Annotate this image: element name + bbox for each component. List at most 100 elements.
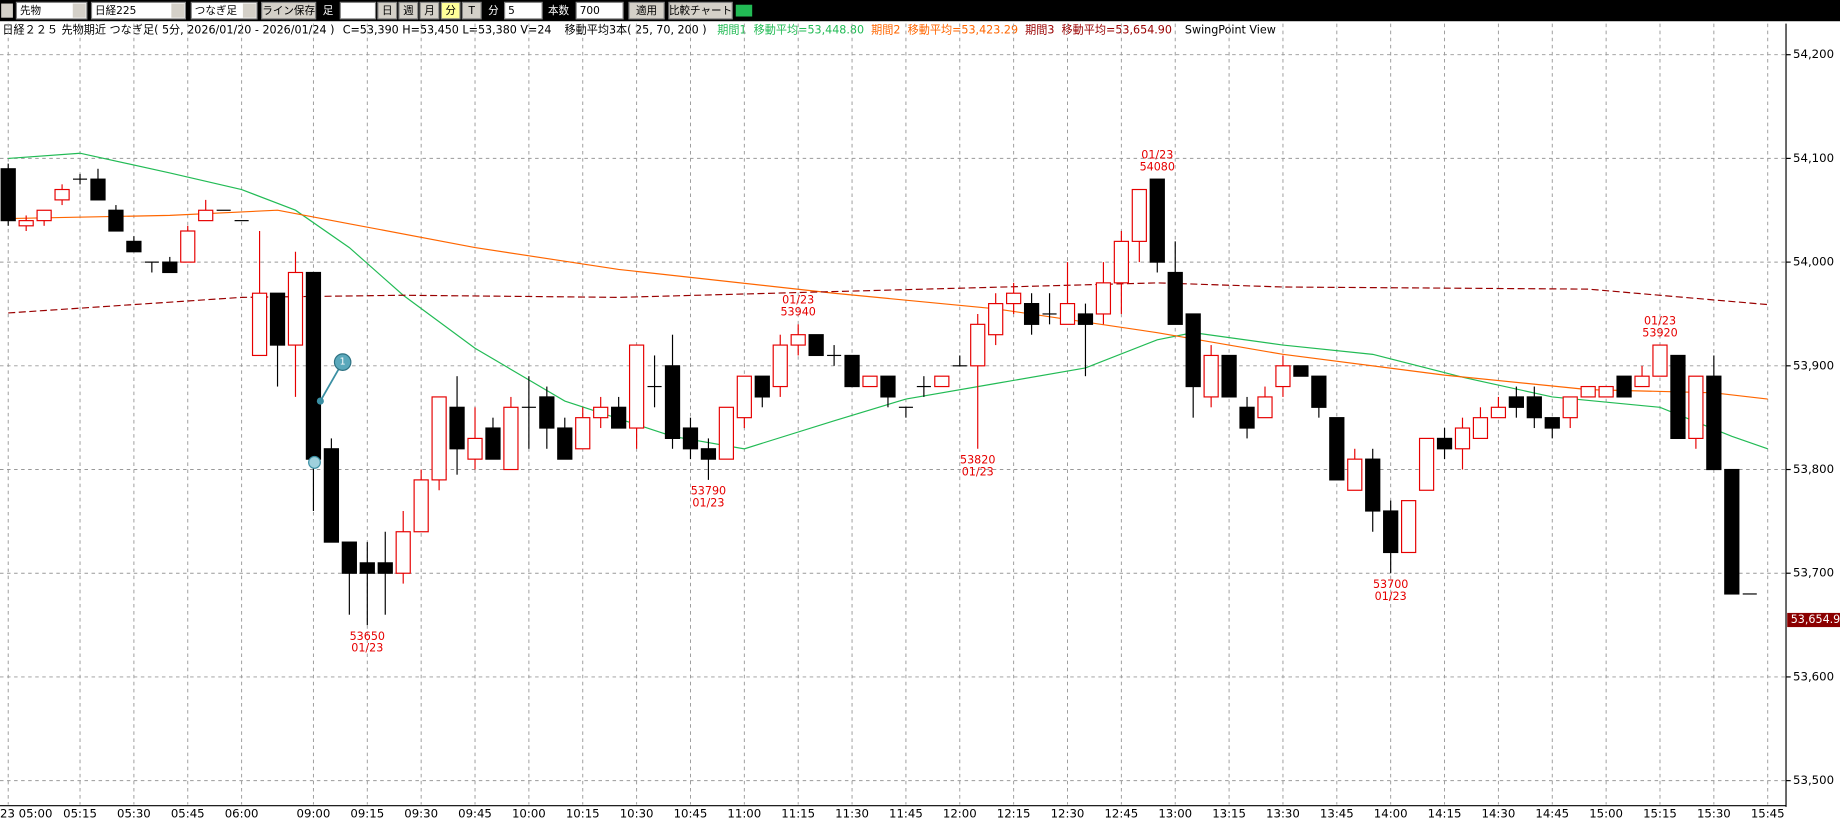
candle-body: [1329, 417, 1345, 481]
toolbar-control-text[interactable]: 日経225: [95, 4, 136, 17]
x-tick-label: 15:45: [1751, 806, 1785, 820]
candle-body: [395, 531, 411, 574]
x-tick-label: 15:30: [1697, 806, 1731, 820]
candle-body: [1418, 437, 1435, 491]
y-tick-label: 53,600: [1793, 669, 1834, 683]
candle-body: [1401, 500, 1417, 554]
candle-body: [1203, 354, 1219, 398]
moving-average-line: [8, 209, 1768, 400]
candle-body: [808, 334, 824, 357]
x-tick-label: 23 05:00: [0, 806, 52, 820]
swing-price: 53820: [960, 454, 995, 467]
legend-name: 期間1: [717, 24, 746, 37]
toolbar-control[interactable]: [419, 1, 440, 20]
candle-body: [287, 271, 304, 346]
toolbar-control-text[interactable]: 日: [382, 5, 393, 17]
toolbar-control-text[interactable]: ライン保存: [262, 4, 315, 17]
candle-body: [377, 562, 393, 574]
candle-body: [341, 541, 357, 574]
candle-body: [1131, 188, 1147, 242]
candle-body: [180, 230, 196, 263]
x-tick-label: 10:30: [620, 806, 654, 820]
candle-body: [1580, 385, 1596, 398]
x-tick-label: 12:15: [997, 806, 1031, 820]
toolbar-control-text[interactable]: 5: [508, 5, 515, 17]
swing-date: 01/23: [1375, 590, 1407, 603]
toolbar-control-text[interactable]: 分: [445, 5, 456, 17]
dropdown-arrow[interactable]: [171, 3, 185, 18]
x-tick-label: 09:15: [350, 806, 384, 820]
x-tick-label: 14:15: [1428, 806, 1462, 820]
dropdown-arrow[interactable]: [72, 3, 86, 18]
y-tick-label: 53,800: [1793, 462, 1834, 476]
swing-price: 53940: [780, 306, 815, 319]
swing-price: 53790: [691, 485, 726, 498]
candle-body: [1221, 354, 1237, 398]
drawing-handle[interactable]: [308, 455, 321, 469]
candle-body: [1490, 406, 1507, 419]
dropdown-arrow[interactable]: [242, 3, 256, 18]
toolbar-control[interactable]: [461, 1, 482, 20]
chart-header: 日経２２５ 先物期近 つなぎ足( 5分, 2026/01/20 - 2026/0…: [2, 23, 1276, 37]
x-tick-label: 09:00: [297, 806, 331, 820]
x-tick-label: 06:00: [225, 806, 259, 820]
menu-arrow[interactable]: [1, 3, 13, 18]
toolbar-input[interactable]: [339, 1, 377, 20]
toolbar-control-text[interactable]: 先物: [20, 4, 42, 17]
moving-average-line: [8, 282, 1768, 314]
x-tick-label: 13:15: [1212, 806, 1246, 820]
toolbar-control-text[interactable]: 比較チャート: [669, 4, 732, 17]
toolbar-control[interactable]: [15, 1, 88, 20]
y-tick-label: 53,700: [1793, 566, 1834, 580]
toolbar-control-text[interactable]: 700: [580, 5, 600, 17]
toolbar-control[interactable]: [398, 1, 419, 20]
candle-body: [593, 406, 609, 419]
toolbar-control-text[interactable]: T: [468, 5, 476, 17]
toolbar-control[interactable]: [668, 1, 733, 20]
candle-body: [413, 479, 429, 533]
toolbar-control[interactable]: [504, 1, 543, 20]
toolbar-control-text[interactable]: 適用: [636, 4, 657, 17]
legend-value: 移動平均=53,423.29: [908, 23, 1018, 37]
swing-date: 01/23: [782, 294, 814, 307]
x-tick-label: 11:45: [889, 806, 923, 820]
candle-body: [269, 292, 286, 346]
candle-body: [682, 427, 699, 450]
toolbar-control[interactable]: [190, 1, 258, 20]
toolbar-label-bg: [544, 2, 575, 19]
candle-body: [108, 209, 124, 232]
x-tick-label: 11:15: [781, 806, 815, 820]
toolbar-control[interactable]: [575, 1, 624, 20]
candle-body: [1724, 468, 1740, 595]
candle-body: [198, 209, 214, 222]
x-tick-label: 12:30: [1051, 806, 1085, 820]
toolbar-control-text[interactable]: つなぎ足: [195, 4, 238, 17]
drawing-handle[interactable]: [316, 397, 324, 405]
candle-body: [611, 406, 627, 429]
toolbar-control[interactable]: [261, 1, 317, 20]
candle-body: [1472, 417, 1489, 439]
candle-body: [754, 375, 770, 398]
swing-date: 01/23: [1644, 314, 1676, 327]
candle-body: [1113, 240, 1129, 284]
candle-body: [251, 292, 268, 357]
swing-price: 53700: [1373, 578, 1408, 591]
toolbar-icon[interactable]: [735, 4, 753, 17]
candle-body: [1347, 458, 1363, 491]
toolbar-control-text[interactable]: 週: [403, 5, 414, 17]
candle-body: [736, 375, 752, 419]
toolbar-control[interactable]: [440, 1, 461, 20]
legend-name: 期間2: [871, 24, 900, 37]
candle-body: [844, 354, 860, 388]
swing-price: 53920: [1642, 326, 1677, 339]
candle-body: [664, 365, 681, 439]
toolbar-control[interactable]: [628, 1, 665, 20]
drawing-marker[interactable]: [333, 353, 352, 371]
toolbar-control[interactable]: [90, 1, 186, 20]
toolbar-control[interactable]: [377, 1, 398, 20]
candle-body: [1562, 396, 1578, 419]
candle-body: [880, 375, 896, 398]
candle-body: [772, 344, 788, 388]
toolbar-control-text[interactable]: 月: [424, 5, 435, 17]
